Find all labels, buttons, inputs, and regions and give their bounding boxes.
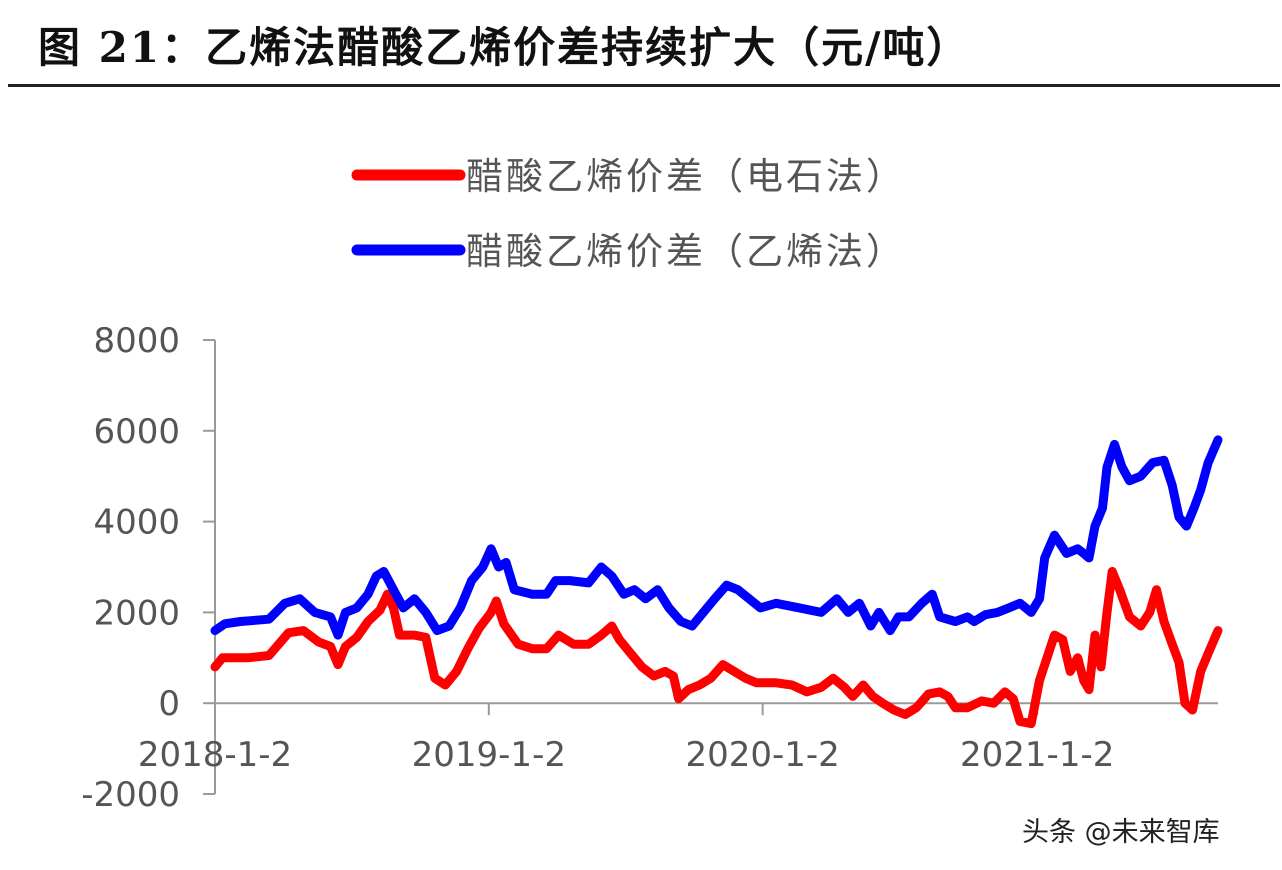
legend-label-red: 醋酸乙烯价差（电石法） bbox=[466, 155, 906, 198]
legend: 醋酸乙烯价差（电石法） 醋酸乙烯价差（乙烯法） bbox=[351, 155, 906, 273]
y-axis: -2000 0 2000 4000 6000 8000 bbox=[81, 321, 216, 815]
y-tick-label: 0 bbox=[158, 684, 180, 724]
plot-area bbox=[210, 435, 1223, 729]
y-tick-label: 6000 bbox=[93, 412, 180, 452]
x-tick-label: 2018-1-2 bbox=[138, 735, 292, 775]
y-tick-label: 2000 bbox=[93, 593, 180, 633]
y-tick-label: 4000 bbox=[93, 503, 180, 543]
x-tick-label: 2020-1-2 bbox=[685, 735, 839, 775]
y-tick-label: 8000 bbox=[93, 321, 180, 361]
x-axis: 2018-1-2 2019-1-2 2020-1-2 2021-1-2 bbox=[138, 702, 1218, 775]
legend-label-blue: 醋酸乙烯价差（乙烯法） bbox=[466, 230, 906, 273]
series-line-carbide bbox=[210, 567, 1223, 729]
series-line-ethylene bbox=[210, 435, 1223, 640]
y-tick-label: -2000 bbox=[81, 775, 180, 815]
title-divider bbox=[8, 84, 1280, 87]
x-tick-label: 2021-1-2 bbox=[960, 735, 1114, 775]
watermark-text: 头条 @未来智库 bbox=[1022, 817, 1220, 848]
figure-title: 图 21：乙烯法醋酸乙烯价差持续扩大（元/吨） bbox=[38, 23, 971, 72]
x-tick-label: 2019-1-2 bbox=[412, 735, 566, 775]
